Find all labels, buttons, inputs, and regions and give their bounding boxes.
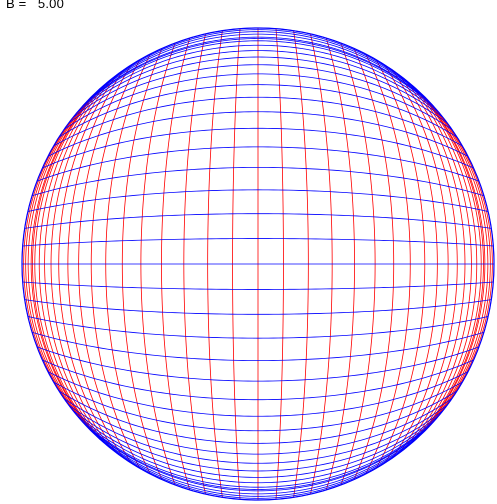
parameter-value: 5.00 [37,0,65,11]
horizontal-grid-line [31,331,485,361]
horizontal-grid-line [72,410,444,472]
horizontal-grid-line [63,398,453,455]
horizontal-grid-line [24,299,492,315]
horizontal-grid-line [42,127,474,169]
horizontal-grid-line [22,238,494,247]
horizontal-grid-line [76,50,440,114]
horizontal-grid-line [63,73,453,130]
horizontal-grid-line [89,29,427,99]
horizontal-grid-line [53,381,463,432]
horizontal-grid-line [82,40,434,107]
parameter-readout: B = 5.00 [6,0,64,11]
horizontal-grid-line [27,316,489,339]
horizontal-grid-line [86,426,430,495]
horizontal-grid-line [58,84,458,138]
horizontal-grid-line [68,64,448,124]
horizontal-grid-line [79,418,437,484]
horizontal-grid-line [47,111,469,157]
frame-grid-line [91,429,425,490]
horizontal-grid-line [76,414,440,478]
horizontal-grid-line [27,189,489,212]
horizontal-grid-line [84,36,432,104]
horizontal-grid-line [58,390,458,444]
horizontal-grid-line [88,31,428,101]
horizontal-grid-line [31,167,485,197]
horizontal-grid-line [84,424,432,492]
horizontal-grid-line [36,346,480,382]
horizontal-grid-line [82,421,434,488]
horizontal-grid-line [88,427,428,497]
parameter-label: B = [6,0,27,11]
horizontal-grid-line [24,213,492,229]
horizontal-grid-line [86,33,430,102]
horizontal-grid-line [89,429,427,499]
horizontal-grid-line [36,146,480,182]
horizontal-grid-line [68,404,448,464]
horizontal-grid-line [79,44,437,110]
horizontal-grid-line [72,56,444,118]
horizontal-grid-line [42,359,474,401]
horizontal-grid-line [22,281,494,290]
frame-grid-line [91,38,425,99]
horizontal-grid-line [53,96,463,147]
horizontal-grid-line [47,371,469,417]
disk-boundary [21,27,495,501]
